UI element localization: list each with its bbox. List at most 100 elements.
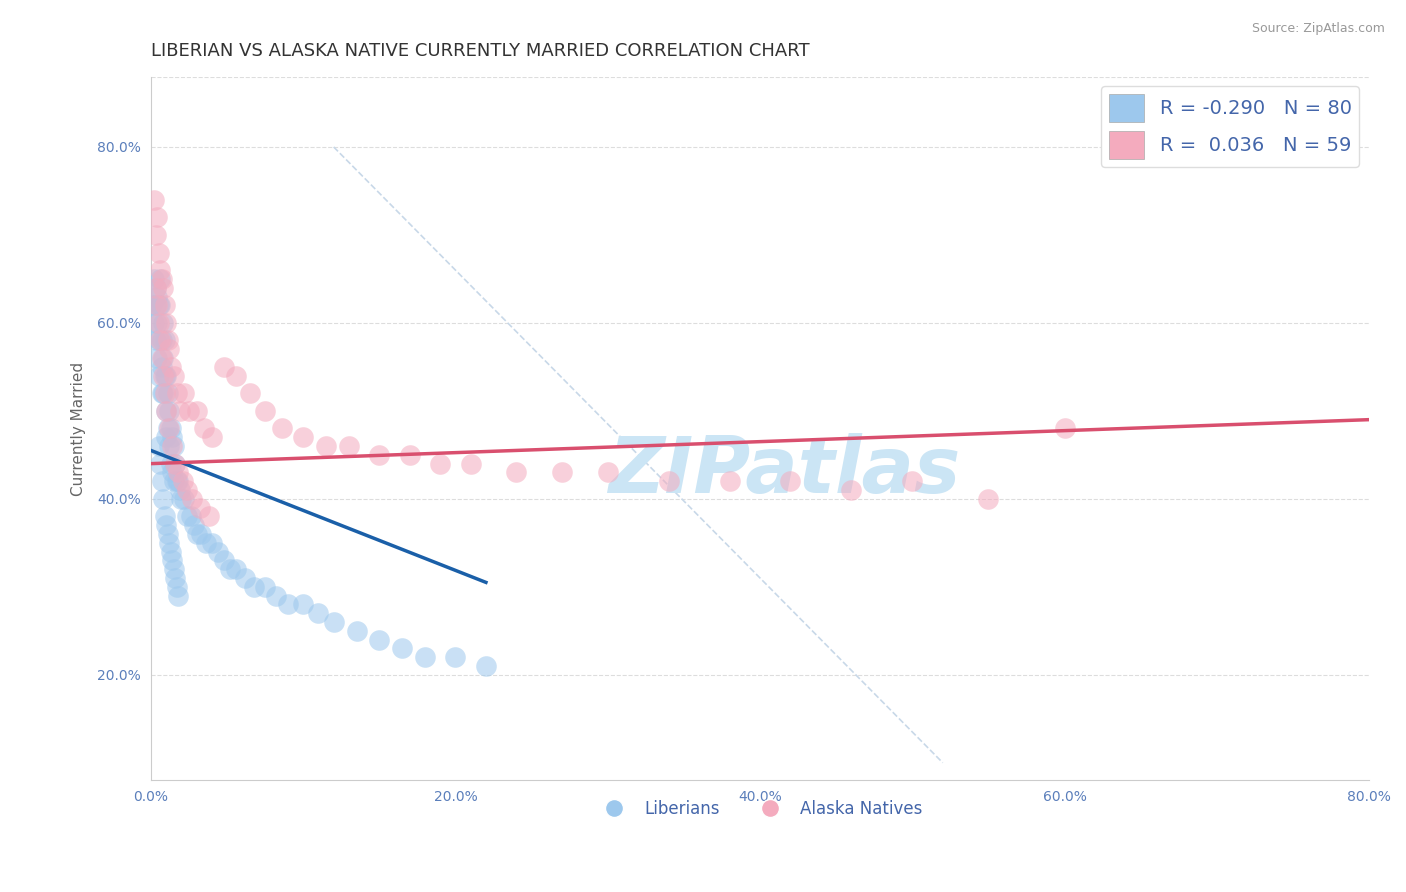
Point xyxy=(146,316,169,330)
Point xyxy=(162,466,184,480)
Point xyxy=(181,491,204,506)
Point xyxy=(156,527,179,541)
Point xyxy=(155,404,177,418)
Point xyxy=(165,457,187,471)
Y-axis label: Currently Married: Currently Married xyxy=(72,361,86,496)
Point xyxy=(149,334,172,348)
Point xyxy=(150,359,173,374)
Point xyxy=(148,298,170,312)
Point xyxy=(152,281,174,295)
Point xyxy=(149,272,172,286)
Point xyxy=(150,272,173,286)
Point xyxy=(170,491,193,506)
Point xyxy=(180,509,202,524)
Point xyxy=(149,298,172,312)
Point xyxy=(718,474,741,488)
Point xyxy=(153,386,176,401)
Point xyxy=(901,474,924,488)
Point xyxy=(176,483,198,497)
Point xyxy=(186,527,208,541)
Point xyxy=(183,518,205,533)
Point xyxy=(322,615,344,629)
Point xyxy=(148,368,170,383)
Point xyxy=(148,334,170,348)
Point xyxy=(398,448,420,462)
Point xyxy=(193,421,215,435)
Legend: Liberians, Alaska Natives: Liberians, Alaska Natives xyxy=(591,793,929,825)
Point xyxy=(444,650,467,665)
Point xyxy=(157,439,180,453)
Point xyxy=(152,368,174,383)
Point xyxy=(155,430,177,444)
Point xyxy=(292,430,315,444)
Point xyxy=(292,598,315,612)
Point xyxy=(163,562,186,576)
Point xyxy=(155,404,177,418)
Point xyxy=(596,466,619,480)
Point xyxy=(146,351,169,365)
Point xyxy=(157,404,180,418)
Point xyxy=(307,606,329,620)
Point xyxy=(368,632,391,647)
Point xyxy=(551,466,574,480)
Point xyxy=(346,624,368,638)
Point xyxy=(207,544,229,558)
Point xyxy=(167,589,190,603)
Point xyxy=(368,448,391,462)
Point xyxy=(270,421,292,435)
Point xyxy=(163,368,186,383)
Point xyxy=(212,553,235,567)
Point xyxy=(167,466,190,480)
Point xyxy=(219,562,242,576)
Point xyxy=(169,404,191,418)
Point xyxy=(173,386,195,401)
Point xyxy=(150,474,173,488)
Point xyxy=(977,491,1000,506)
Point xyxy=(413,650,436,665)
Text: ZIPatlas: ZIPatlas xyxy=(609,433,960,508)
Point xyxy=(143,272,166,286)
Point xyxy=(153,509,176,524)
Point xyxy=(148,316,170,330)
Point xyxy=(841,483,863,497)
Point xyxy=(264,589,287,603)
Point xyxy=(460,457,482,471)
Point xyxy=(152,386,174,401)
Point xyxy=(146,298,169,312)
Point xyxy=(145,227,167,242)
Point xyxy=(172,474,194,488)
Text: LIBERIAN VS ALASKA NATIVE CURRENTLY MARRIED CORRELATION CHART: LIBERIAN VS ALASKA NATIVE CURRENTLY MARR… xyxy=(150,42,810,60)
Point xyxy=(162,439,184,453)
Point xyxy=(277,598,299,612)
Point xyxy=(235,571,257,585)
Point xyxy=(177,404,200,418)
Point xyxy=(169,483,191,497)
Point xyxy=(157,536,180,550)
Point xyxy=(165,571,187,585)
Point xyxy=(475,659,498,673)
Text: Source: ZipAtlas.com: Source: ZipAtlas.com xyxy=(1251,22,1385,36)
Point xyxy=(152,491,174,506)
Point xyxy=(156,421,179,435)
Point xyxy=(159,544,181,558)
Point xyxy=(188,500,211,515)
Point xyxy=(145,298,167,312)
Point xyxy=(243,580,266,594)
Point xyxy=(150,351,173,365)
Point xyxy=(162,430,184,444)
Point xyxy=(146,289,169,303)
Point xyxy=(166,386,188,401)
Point xyxy=(159,457,181,471)
Point xyxy=(779,474,801,488)
Point xyxy=(391,641,413,656)
Point xyxy=(176,509,198,524)
Point xyxy=(156,386,179,401)
Point xyxy=(145,281,167,295)
Point xyxy=(141,298,163,312)
Point xyxy=(239,386,262,401)
Point xyxy=(198,509,221,524)
Point xyxy=(429,457,451,471)
Point xyxy=(157,421,180,435)
Point xyxy=(225,562,247,576)
Point xyxy=(337,439,360,453)
